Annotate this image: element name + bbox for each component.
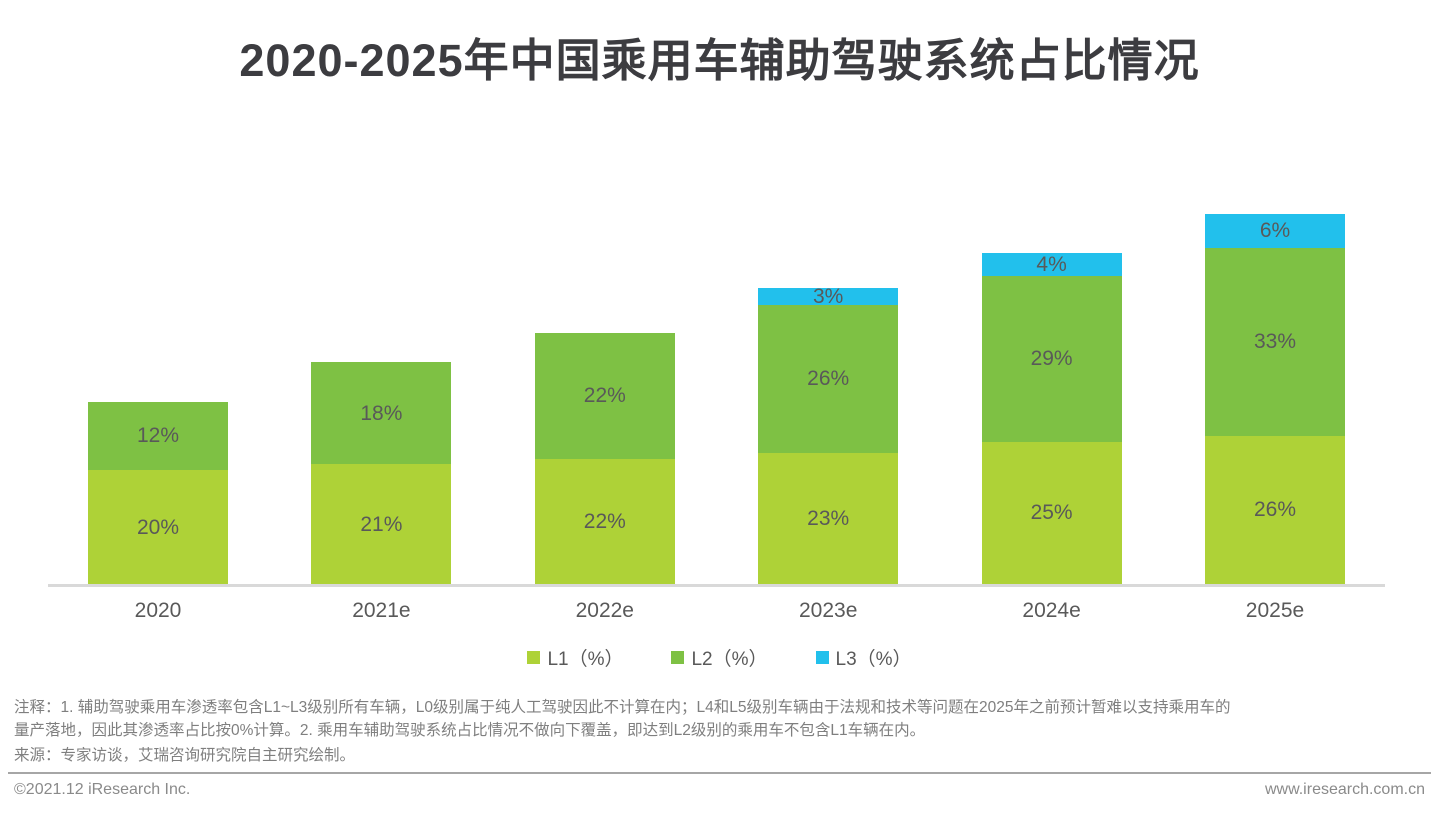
segment-value-label: 4% — [1036, 253, 1067, 277]
plot-area: 20% 12% 21% 18% 22% 22% 23% 26% 3% 25% 29% 4% 26% 33%… — [48, 200, 1385, 584]
bar-segment-l1-2023e: 23% — [758, 452, 899, 584]
bar-segment-l2-2020: 12% — [88, 401, 228, 470]
segment-value-label: 12% — [136, 424, 180, 448]
x-axis-line — [48, 584, 1385, 587]
chart-notes: 注释：1. 辅助驾驶乘用车渗透率包含L1~L3级别所有车辆，L0级别属于纯人工驾… — [14, 697, 1230, 742]
chart-legend: L1（%） L2（%） L3（%） — [0, 644, 1439, 671]
segment-value-label: 22% — [583, 509, 626, 533]
x-axis-label-2020: 2020 — [134, 599, 182, 622]
x-axis-label-2024e: 2024e — [1022, 599, 1081, 622]
bar-segment-l1-2021e: 21% — [311, 464, 452, 584]
source-line: 来源：专家访谈，艾瑞咨询研究院自主研究绘制。 — [14, 747, 356, 764]
segment-value-label: 20% — [136, 515, 180, 539]
note-line-1: 注释：1. 辅助驾驶乘用车渗透率包含L1~L3级别所有车辆，L0级别属于纯人工驾… — [14, 699, 1231, 716]
footer-copyright: ©2021.12 iResearch Inc. — [14, 781, 191, 798]
bar-segment-l1-2024e: 25% — [981, 441, 1122, 584]
bar-segment-l2-2024e: 29% — [981, 276, 1122, 442]
bar-segment-l3-2025e: 6% — [1205, 213, 1345, 248]
x-axis-label-2021e: 2021e — [352, 599, 411, 622]
x-axis-label-2023e: 2023e — [798, 599, 858, 622]
page-title: 2020-2025年中国乘用车辅助驾驶系统占比情况 — [239, 35, 1200, 86]
bar-segment-l2-2023e: 26% — [758, 304, 899, 453]
segment-value-label: 6% — [1259, 219, 1291, 243]
bar-2023e: 23% 26% 3% — [758, 284, 899, 584]
x-axis-label-2025e: 2025e — [1245, 599, 1305, 622]
bar-2025e: 26% 33% 6% — [1205, 213, 1345, 584]
bar-segment-l2-2022e: 22% — [534, 333, 675, 459]
segment-value-label: 26% — [1253, 498, 1297, 522]
bar-segment-l3-2024e: 4% — [981, 253, 1122, 277]
bar-2022e: 22% 22% — [534, 333, 675, 584]
bar-segment-l2-2025e: 33% — [1205, 247, 1345, 436]
footer-divider — [8, 772, 1431, 774]
bar-2020: 20% 12% — [88, 401, 228, 584]
segment-value-label: 3% — [813, 284, 844, 308]
bar-segment-l1-2025e: 26% — [1205, 435, 1345, 584]
note-line-2: 量产落地，因此其渗透率占比按0%计算。2. 乘用车辅助驾驶系统占比情况不做向下覆… — [14, 721, 926, 739]
footer-url: www.iresearch.com.cn — [1264, 781, 1425, 798]
segment-value-label: 33% — [1253, 330, 1297, 354]
segment-value-label: 29% — [1030, 347, 1073, 371]
bar-segment-l1-2022e: 22% — [534, 458, 675, 584]
segment-value-label: 26% — [807, 367, 850, 391]
legend-label-l1: L1（%） — [547, 649, 624, 670]
legend-item-l1: L1（%） — [527, 644, 623, 671]
segment-value-label: 21% — [360, 512, 403, 536]
x-axis-label-2022e: 2022e — [575, 599, 634, 622]
bar-2021e: 21% 18% — [311, 361, 452, 584]
segment-value-label: 25% — [1030, 501, 1073, 525]
legend-item-l3: L3（%） — [815, 644, 912, 671]
bar-segment-l2-2021e: 18% — [311, 361, 452, 465]
segment-value-label: 23% — [807, 506, 850, 530]
l2-swatch-icon — [671, 651, 685, 664]
legend-label-l2: L2（%） — [691, 649, 768, 670]
bar-segment-l1-2020: 20% — [88, 470, 228, 584]
l1-swatch-icon — [527, 651, 541, 664]
legend-item-l2: L2（%） — [671, 644, 768, 671]
segment-value-label: 22% — [583, 384, 626, 408]
l3-swatch-icon — [815, 651, 829, 664]
bar-2024e: 25% 29% 4% — [981, 253, 1122, 584]
bar-segment-l3-2023e: 3% — [758, 284, 899, 308]
segment-value-label: 18% — [360, 401, 403, 425]
legend-label-l3: L3（%） — [835, 649, 912, 670]
